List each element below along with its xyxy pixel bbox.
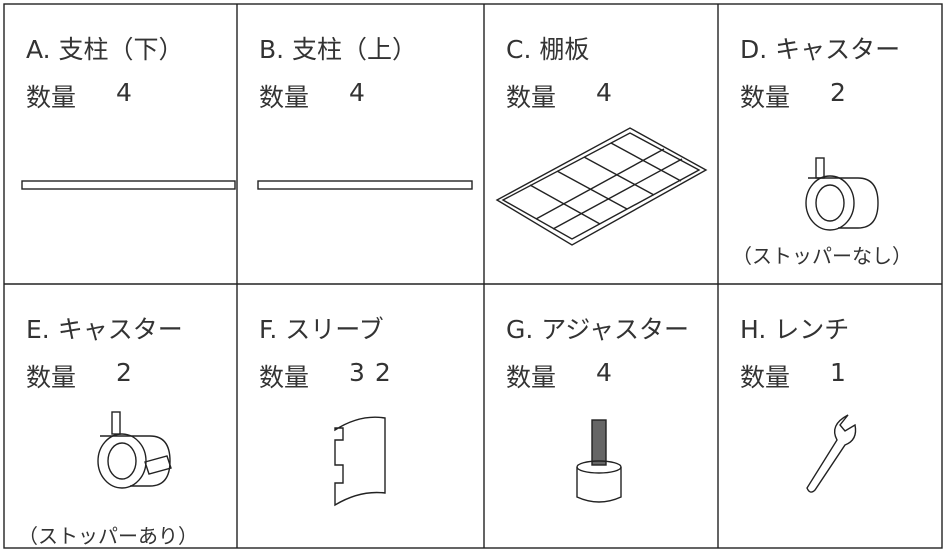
part-note: （ストッパーあり） [18, 524, 198, 548]
quantity-label: 数量 [259, 363, 310, 392]
part-label: A. 支柱（下） [26, 35, 184, 64]
shelf-icon [495, 127, 708, 246]
part-label: F. スリーブ [259, 315, 384, 344]
caster-icon [805, 157, 879, 231]
quantity-label: 数量 [26, 363, 77, 392]
quantity-label: 数量 [506, 83, 557, 112]
quantity: 4 [596, 78, 622, 107]
quantity: 2 [116, 358, 142, 387]
part-note: （ストッパーなし） [732, 244, 912, 268]
quantity-label: 数量 [26, 83, 77, 112]
pole-lower-icon [21, 180, 236, 190]
quantity: 4 [596, 358, 622, 387]
sleeve-icon [334, 416, 386, 507]
quantity: 2 [830, 78, 856, 107]
quantity: 4 [349, 78, 375, 107]
quantity-label: 数量 [506, 363, 557, 392]
part-label: D. キャスター [740, 35, 901, 64]
table-border [3, 3, 943, 549]
quantity-label: 数量 [259, 83, 310, 112]
part-label: G. アジャスター [506, 315, 690, 344]
quantity: 32 [349, 358, 401, 387]
pole-upper-icon [257, 180, 473, 190]
part-label: H. レンチ [740, 315, 850, 344]
quantity-label: 数量 [740, 83, 791, 112]
part-label: C. 棚板 [506, 35, 590, 64]
caster-stopper-icon [97, 411, 172, 489]
part-label: E. キャスター [26, 315, 183, 344]
adjuster-icon [576, 419, 622, 503]
quantity-label: 数量 [740, 363, 791, 392]
wrench-icon [806, 414, 857, 493]
part-label: B. 支柱（上） [259, 35, 418, 64]
quantity: 4 [116, 78, 142, 107]
quantity: 1 [830, 358, 856, 387]
